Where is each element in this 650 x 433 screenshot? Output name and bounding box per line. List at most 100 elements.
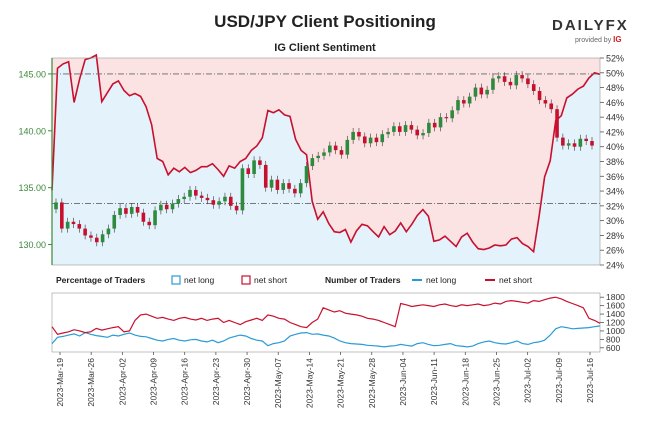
candle-body	[502, 76, 507, 82]
dailyfx-logo: DAILYFX	[552, 17, 629, 34]
candle-body	[188, 189, 192, 197]
candle-body	[258, 160, 262, 165]
candle-body	[234, 205, 239, 211]
net-short-area	[52, 55, 600, 252]
candle-body	[345, 139, 350, 155]
candle-body	[170, 203, 175, 210]
candle-body	[106, 228, 111, 235]
pct-tick-label: 38%	[606, 157, 624, 167]
pct-tick-label: 34%	[606, 187, 624, 197]
legend-net-short-swatch	[241, 275, 251, 285]
candle-body	[491, 78, 495, 90]
count-tick-label: 800	[606, 334, 620, 344]
candle-body	[362, 136, 367, 144]
candle-body	[444, 117, 449, 119]
candle-body	[124, 208, 128, 214]
pct-tick-label: 36%	[606, 172, 624, 182]
date-tick-label: 2023-Mar-26	[86, 358, 96, 407]
candle-body	[403, 125, 408, 132]
candle-body	[129, 206, 134, 214]
net-long-area	[52, 55, 600, 265]
candle-body	[71, 221, 76, 225]
candle-body	[590, 141, 594, 146]
candle-body	[269, 179, 274, 188]
candle-body	[164, 204, 169, 210]
legend-net-long-swatch	[171, 275, 181, 285]
candle-body	[310, 158, 315, 167]
date-tick-label: 2023-Jul-09	[554, 358, 564, 403]
date-tick-label: 2023-Apr-30	[242, 358, 252, 406]
candle-body	[199, 195, 204, 198]
candle-body	[508, 81, 513, 86]
candle-body	[432, 122, 437, 128]
pct-tick-label: 52%	[606, 54, 624, 64]
candle-body	[555, 109, 559, 138]
candle-body	[147, 221, 152, 226]
pct-tick-label: 26%	[606, 246, 624, 256]
legend-net-short-label: net short	[254, 275, 288, 285]
ig-logo: IG	[613, 35, 622, 44]
candle-body	[462, 100, 466, 104]
candle-body	[397, 126, 402, 132]
candle-body	[409, 125, 414, 130]
legend-pct-label: Percentage of Traders	[56, 275, 146, 285]
count-tick-label: 1400	[606, 309, 625, 319]
count-tick-label: 1200	[606, 318, 625, 328]
legend-net-long-label: net long	[184, 275, 215, 285]
date-tick-label: 2023-Apr-02	[117, 358, 127, 406]
candle-body	[572, 143, 577, 147]
candle-body	[89, 235, 93, 238]
date-tick-label: 2023-Mar-19	[55, 358, 65, 407]
pct-tick-label: 42%	[606, 127, 624, 137]
candle-body	[479, 87, 484, 95]
candle-body	[223, 196, 227, 202]
candle-body	[561, 137, 565, 146]
candle-body	[333, 145, 338, 151]
candle-body	[65, 221, 70, 229]
candle-body	[287, 183, 291, 189]
count-tick-label: 1600	[606, 301, 625, 311]
date-tick-label: 2023-Jul-02	[523, 358, 533, 403]
pct-tick-label: 28%	[606, 231, 624, 241]
candle-body	[281, 183, 286, 190]
pct-tick-label: 46%	[606, 98, 624, 108]
legend-num-label: Number of Traders	[325, 275, 401, 285]
date-tick-label: 2023-May-28	[367, 358, 377, 408]
candle-body	[357, 131, 361, 137]
candle-body	[298, 183, 303, 194]
candle-body	[374, 137, 379, 143]
candle-body	[485, 89, 489, 95]
candle-body	[450, 110, 454, 119]
candle-body	[100, 234, 105, 243]
date-tick-label: 2023-Jun-25	[491, 358, 501, 406]
date-tick-label: 2023-May-07	[273, 358, 283, 408]
candle-body	[83, 228, 87, 236]
candle-body	[240, 168, 245, 211]
pct-tick-label: 30%	[606, 216, 624, 226]
candle-body	[543, 100, 548, 104]
net-short-count-line	[51, 296, 601, 335]
candle-body	[316, 155, 320, 159]
candle-body	[141, 212, 146, 222]
candle-body	[584, 138, 588, 142]
price-tick-label: 140.00	[18, 126, 46, 136]
candle-body	[322, 152, 326, 156]
candle-body	[467, 96, 472, 104]
candle-body	[328, 145, 332, 153]
candle-body	[415, 129, 420, 136]
candle-body	[380, 134, 385, 143]
candle-body	[118, 208, 122, 215]
candle-body	[531, 84, 536, 91]
candle-body	[520, 75, 524, 79]
pct-tick-label: 40%	[606, 142, 624, 152]
candle-body	[194, 189, 198, 196]
count-tick-label: 600	[606, 343, 620, 353]
legend-num-long-label: net long	[426, 275, 457, 285]
price-tick-label: 145.00	[18, 69, 46, 79]
pct-tick-label: 24%	[606, 261, 624, 271]
candle-body	[112, 214, 117, 229]
candle-body	[351, 131, 355, 140]
count-tick-label: 1000	[606, 326, 625, 336]
candle-body	[77, 224, 82, 229]
candle-body	[386, 131, 390, 135]
